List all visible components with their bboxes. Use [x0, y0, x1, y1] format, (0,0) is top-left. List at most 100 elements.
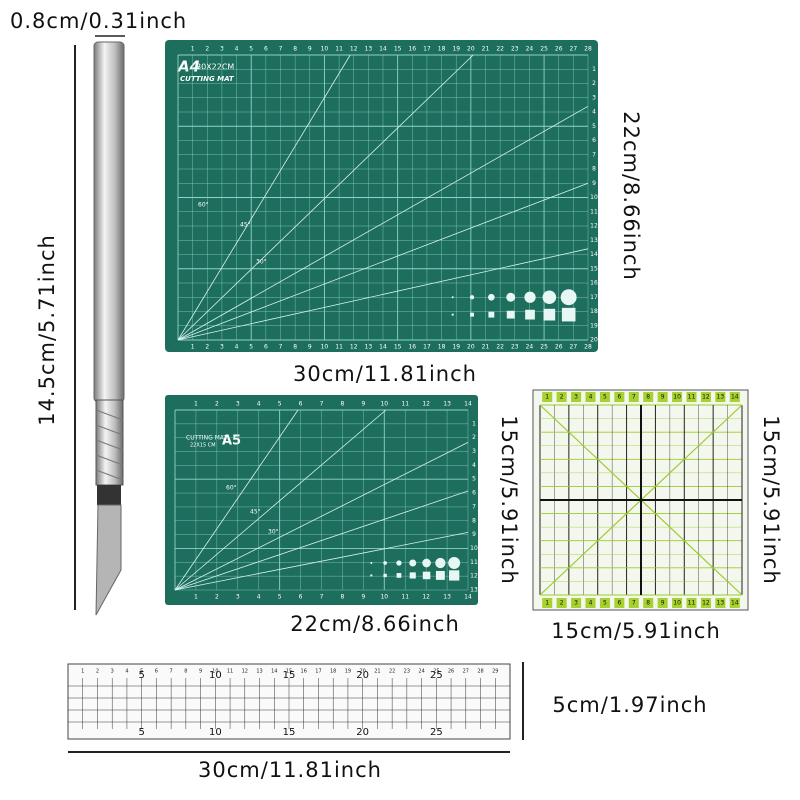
- a5-height-label: 15cm/5.91inch: [497, 415, 521, 585]
- scale-number: 27: [570, 46, 578, 53]
- scale-number: 17: [590, 294, 598, 301]
- scale-box: [657, 598, 668, 608]
- template-circle: [448, 557, 461, 569]
- scale-number: 3: [236, 594, 240, 601]
- scale-box: [715, 392, 726, 402]
- major-number: 5: [138, 727, 144, 738]
- template-circle: [370, 562, 373, 564]
- scale-number: 2: [96, 669, 99, 675]
- scale-number: 14: [379, 46, 387, 53]
- scale-number: 16: [301, 669, 307, 675]
- scale-number: 23: [511, 344, 519, 351]
- angle-label: 30°: [268, 529, 279, 536]
- scale-number: 23: [511, 46, 519, 53]
- scale-number: 10: [673, 394, 681, 401]
- major-number: 25: [430, 670, 443, 681]
- scale-box: [614, 392, 625, 402]
- template-circle: [542, 290, 557, 305]
- scale-box: [571, 598, 582, 608]
- template-circle: [506, 292, 516, 302]
- scale-number: 14: [464, 594, 472, 601]
- quilt-height-label: 15cm/5.91inch: [759, 415, 783, 585]
- scale-number: 7: [632, 394, 636, 401]
- scale-number: 8: [592, 166, 596, 173]
- scale-number: 5: [249, 344, 253, 351]
- scale-number: 5: [592, 123, 596, 130]
- template-circle: [560, 289, 577, 306]
- scale-number: 23: [404, 669, 410, 675]
- scale-number: 11: [401, 594, 409, 601]
- scale-number: 4: [235, 46, 239, 53]
- scale-number: 2: [215, 401, 219, 408]
- scale-number: 5: [603, 394, 607, 401]
- scale-number: 25: [540, 344, 548, 351]
- scale-number: 6: [264, 344, 268, 351]
- scale-number: 13: [590, 237, 598, 244]
- scale-box: [628, 598, 639, 608]
- scale-number: 10: [380, 401, 388, 408]
- a5-width-label: 22cm/8.66inch: [290, 612, 460, 636]
- scale-number: 13: [470, 587, 478, 594]
- template-square: [488, 311, 495, 318]
- scale-number: 12: [702, 600, 710, 607]
- scale-box: [686, 598, 697, 608]
- scale-number: 2: [592, 80, 596, 87]
- scale-number: 9: [661, 600, 665, 607]
- scale-number: 2: [472, 434, 476, 441]
- scale-number: 15: [394, 46, 402, 53]
- scale-number: 8: [293, 46, 297, 53]
- template-square: [383, 573, 387, 578]
- template-circle: [451, 296, 454, 299]
- template-circle: [409, 559, 417, 567]
- long-ruler-height-label: 5cm/1.97inch: [552, 693, 707, 717]
- template-circle: [383, 561, 387, 565]
- scale-number: 4: [472, 462, 476, 469]
- scale-number: 1: [194, 401, 198, 408]
- scale-number: 9: [361, 401, 365, 408]
- template-square: [396, 573, 402, 578]
- scale-number: 19: [345, 669, 351, 675]
- craft-knife: [74, 35, 125, 616]
- scale-number: 8: [184, 669, 187, 675]
- line: [174, 409, 299, 591]
- scale-number: 7: [632, 600, 636, 607]
- scale-number: 11: [227, 669, 233, 675]
- scale-number: 8: [472, 517, 476, 524]
- scale-number: 7: [279, 46, 283, 53]
- scale-number: 12: [702, 394, 710, 401]
- scale-number: 20: [359, 669, 365, 675]
- scale-number: 11: [401, 401, 409, 408]
- template-square: [506, 310, 515, 319]
- scale-number: 28: [584, 344, 592, 351]
- scale-number: 14: [731, 600, 739, 607]
- scale-number: 10: [212, 669, 218, 675]
- scale-box: [585, 392, 596, 402]
- scale-number: 7: [170, 669, 173, 675]
- scale-number: 4: [589, 600, 593, 607]
- scale-number: 7: [320, 594, 324, 601]
- scale-number: 13: [443, 594, 451, 601]
- scale-number: 11: [688, 394, 696, 401]
- scale-number: 13: [256, 669, 262, 675]
- scale-number: 8: [341, 594, 345, 601]
- scale-number: 9: [308, 344, 312, 351]
- scale-number: 7: [472, 503, 476, 510]
- scale-number: 5: [603, 600, 607, 607]
- scale-number: 6: [472, 490, 476, 497]
- scale-box: [542, 392, 553, 402]
- scale-number: 20: [467, 46, 475, 53]
- scale-number: 29: [492, 669, 498, 675]
- template-circle: [524, 291, 536, 303]
- scale-number: 10: [590, 194, 598, 201]
- template-square: [543, 308, 556, 321]
- a5-cutting-mat: CUTTING MAT 22X15 CM A5 1122334455667788…: [165, 395, 478, 605]
- scale-number: 24: [418, 669, 424, 675]
- scale-number: 16: [590, 280, 598, 287]
- scale-number: 11: [335, 46, 343, 53]
- scale-number: 18: [330, 669, 336, 675]
- scale-number: 27: [463, 669, 469, 675]
- template-square: [561, 307, 576, 322]
- template-square: [470, 312, 474, 317]
- scale-number: 22: [496, 46, 504, 53]
